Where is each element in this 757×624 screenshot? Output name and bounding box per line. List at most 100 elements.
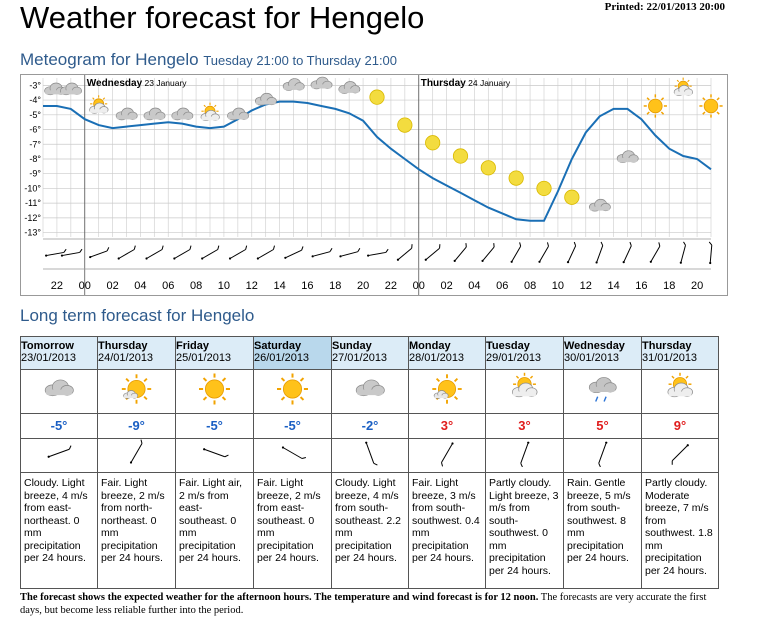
day-date: 25/01/2013 [176, 352, 232, 364]
day-temperature: 9° [641, 413, 719, 439]
day-wind-arrow-cell [97, 438, 176, 473]
page-title: Weather forecast for Hengelo [20, 0, 425, 35]
day-name: Sunday [332, 340, 372, 352]
day-wind-arrow-cell [408, 438, 486, 473]
wind-arrow-icon [339, 247, 361, 258]
x-tick-label: 16 [301, 280, 313, 292]
cloudy-icon [60, 82, 82, 96]
day-weather-icon-cell [253, 369, 332, 414]
day-wind-arrow-cell [175, 438, 254, 473]
wind-arrow-icon [256, 245, 275, 260]
moon-icon [425, 135, 441, 151]
wind-arrow-icon [89, 247, 110, 259]
x-tick-label: 08 [524, 280, 536, 292]
day-name: Monday [409, 340, 451, 352]
wind-arrow-icon [520, 441, 530, 468]
day-temperature: -9° [97, 413, 176, 439]
day-header: Thursday 24/01/2013 [97, 336, 176, 370]
day-date: 23/01/2013 [21, 352, 77, 364]
day-description: Fair. Light air, 2 m/s from east-southea… [175, 472, 254, 589]
meteogram-chart: Wednesday 23 January Thursday 24 January -… [20, 74, 728, 296]
x-tick-label: 20 [691, 280, 703, 292]
footer-text: The forecasts are very accurate the firs… [20, 592, 707, 616]
x-tick-label: 18 [329, 280, 341, 292]
day-date: 30/01/2013 [564, 352, 620, 364]
wind-arrow-icon [671, 444, 689, 465]
partly-cloudy-icon [89, 95, 109, 114]
day-name: Tuesday [486, 340, 530, 352]
cloudy-icon [115, 107, 138, 121]
day-wind-arrow-cell [20, 438, 98, 473]
meteogram-title: Meteogram for Hengelo [20, 50, 199, 69]
day-temperature: 3° [485, 413, 564, 439]
day-weather-icon-cell [20, 369, 98, 414]
sun-icon [276, 373, 309, 405]
partly-cloudy-icon [200, 102, 220, 122]
day-name: Tomorrow [21, 340, 74, 352]
moon-icon [536, 180, 552, 197]
x-tick-label: 00 [413, 280, 425, 292]
wind-arrow-icon [396, 244, 413, 261]
cloudy-icon [355, 379, 385, 397]
x-tick-label: 02 [106, 280, 118, 292]
partly-cloudy-icon [673, 77, 693, 96]
x-tick-label: 04 [134, 280, 146, 292]
moon-icon [508, 170, 524, 186]
day-description: Partly cloudy. Moderate breeze, 7 m/s fr… [641, 472, 719, 589]
wind-arrow-icon [173, 245, 192, 260]
x-tick-label: 04 [468, 280, 480, 292]
cloudy-icon [254, 92, 277, 106]
x-tick-label: 22 [51, 280, 63, 292]
wind-arrow-icon [201, 245, 220, 260]
cloudy-icon [588, 198, 611, 212]
day-wind-arrow-cell [641, 438, 719, 473]
moon-icon [452, 148, 469, 164]
y-tick-label: -4° [29, 95, 41, 105]
longterm-heading: Long term forecast for Hengelo [20, 306, 255, 325]
day-date: 27/01/2013 [332, 352, 388, 364]
day-temperature: -2° [331, 413, 409, 439]
y-tick-label: -5° [29, 110, 41, 120]
wind-arrow-icon [679, 241, 686, 264]
x-tick-label: 16 [635, 280, 647, 292]
wind-arrow-icon [453, 243, 467, 262]
x-tick-label: 10 [218, 280, 230, 292]
wind-arrow-icon [441, 442, 454, 467]
day-date: 29/01/2013 [486, 352, 542, 364]
day-wind-arrow-cell [485, 438, 564, 473]
day-date: 31/01/2013 [642, 352, 698, 364]
footer-note: The forecast shows the expected weather … [20, 591, 720, 617]
day-header: Tomorrow 23/01/2013 [20, 336, 98, 370]
wind-arrow-icon [510, 242, 522, 263]
moon-icon [480, 160, 496, 176]
day-header: Tuesday 29/01/2013 [485, 336, 564, 370]
day-name: Friday [176, 340, 210, 352]
day-description: Partly cloudy. Light breeze, 3 m/s from … [485, 472, 564, 589]
x-tick-label: 18 [663, 280, 675, 292]
day-weather-icon-cell [331, 369, 409, 414]
wind-arrow-icon [708, 241, 713, 265]
longterm-table: Tomorrow 23/01/2013 Thursday 24/01/2013 Frid… [20, 336, 719, 589]
wind-arrow-icon [538, 242, 549, 263]
day-weather-icon-cell [408, 369, 486, 414]
x-tick-label: 00 [79, 280, 91, 292]
wind-arrow-icon [424, 244, 441, 261]
partly-sunny-icon [121, 374, 152, 404]
day-name: Saturday [254, 340, 302, 352]
day-weather-icon-cell [485, 369, 564, 414]
longterm-header-row: Tomorrow 23/01/2013 Thursday 24/01/2013 Frid… [20, 336, 719, 370]
x-tick-label: 02 [440, 280, 452, 292]
y-tick-label: -6° [29, 125, 41, 135]
cloudy-icon [616, 150, 639, 163]
day-description: Cloudy. Light breeze, 4 m/s from south-s… [331, 472, 409, 589]
wind-arrow-icon [228, 245, 248, 260]
day-header: Sunday 27/01/2013 [331, 336, 409, 370]
day-date: 24/01/2013 [98, 352, 154, 364]
x-tick-label: 12 [580, 280, 592, 292]
day-weather-icon-cell [563, 369, 642, 414]
day-label: Thursday 24 January [421, 78, 511, 89]
y-tick-label: -8° [29, 154, 41, 164]
wind-arrow-icon [117, 245, 136, 260]
longterm-desc-row: Cloudy. Light breeze, 4 m/s from east-no… [20, 472, 719, 589]
wind-arrow-icon [60, 248, 83, 257]
